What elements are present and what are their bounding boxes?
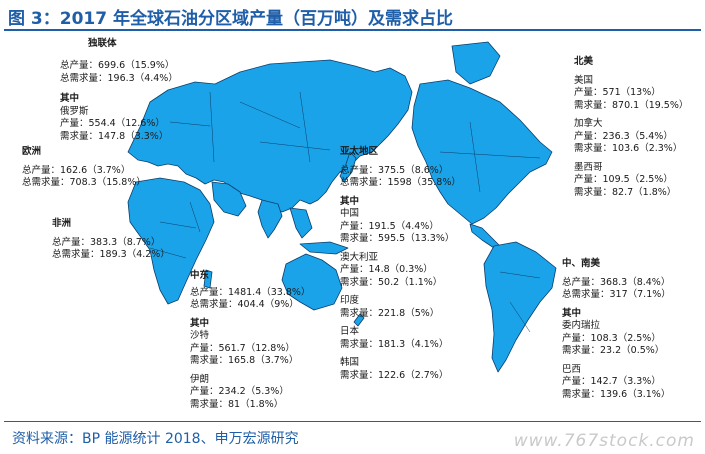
latin-america-total-demand: 总需求量：317（7.1%） (562, 289, 671, 300)
cis-region-label: 独联体 (88, 38, 117, 51)
mideast-sub-heading: 其中 (190, 317, 210, 329)
africa-total-demand: 总需求量：189.3（4.2%） (52, 249, 170, 260)
brazil-demand: 需求量：139.6（3.1%） (562, 388, 671, 400)
india-landmass (257, 199, 283, 239)
latin-america-sub-heading: 其中 (562, 307, 582, 319)
latin-america-name: 中、南美 (562, 258, 601, 269)
australia-production: 产量：14.8（0.3%） (340, 264, 433, 275)
africa-total-production: 总产量：383.3（8.7%） (52, 236, 161, 248)
australia-landmass (281, 253, 343, 311)
india-demand: 需求量：221.8（5%） (340, 307, 440, 319)
asia-pacific-name: 亚太地区 (340, 146, 379, 157)
mideast-name: 中东 (190, 270, 210, 281)
korea-name: 韩国 (340, 357, 360, 368)
china-name: 中国 (340, 208, 360, 219)
venezuela-name: 委内瑞拉 (562, 320, 601, 331)
iran-production: 产量：234.2（5.3%） (190, 386, 289, 397)
figure-title: 图 3：2017 年全球石油分区域产量（百万吨）及需求占比 (8, 9, 453, 29)
latin-america-block: 中、南美 总产量：368.3（8.4%） 总需求量：317（7.1%） 其中 委… (562, 258, 671, 401)
iran-demand: 需求量：81（1.8%） (190, 398, 284, 410)
canada-production: 产量：236.3（5.4%） (574, 130, 673, 142)
europe-block: 欧洲 总产量：162.6（3.7%） 总需求量：708.3（15.8%） (22, 146, 146, 190)
us-demand: 需求量：870.1（19.5%） (574, 99, 689, 111)
europe-name: 欧洲 (22, 146, 42, 157)
mideast-total-demand: 总需求量：404.4（9%） (190, 299, 299, 310)
mexico-name: 墨西哥 (574, 161, 603, 173)
cis-total-production: 总产量：699.6（15.9%） (60, 60, 175, 71)
title-rule (4, 29, 701, 31)
cis-totals: 总产量：699.6（15.9%） 总需求量：196.3（4.4%） (60, 60, 178, 85)
japan-landmass (339, 151, 357, 183)
mexico-demand: 需求量：82.7（1.8%） (574, 186, 677, 198)
japan-name: 日本 (340, 326, 360, 337)
latin-america-total-production: 总产量：368.3（8.4%） (562, 276, 671, 288)
saudi-demand: 需求量：165.8（3.7%） (190, 355, 299, 366)
saudi-name: 沙特 (190, 330, 210, 341)
mexico-production: 产量：109.5（2.5%） (574, 174, 673, 185)
australia-demand: 需求量：50.2（1.1%） (340, 276, 443, 288)
russia-block: 其中 俄罗斯 产量：554.4（12.6%） 需求量：147.8（3.3%） (60, 93, 168, 143)
us-production: 产量：571（13%） (574, 87, 661, 98)
indonesia-landmass (299, 241, 349, 255)
se-asia-landmass (289, 207, 313, 239)
asia-pacific-sub-heading: 其中 (340, 195, 360, 207)
japan-demand: 需求量：181.3（4.1%） (340, 338, 449, 350)
new-zealand-landmass (353, 313, 365, 327)
north-america-name: 北美 (574, 56, 594, 67)
iran-name: 伊朗 (190, 373, 210, 385)
brazil-production: 产量：142.7（3.3%） (562, 376, 661, 387)
central-america-landmass (469, 223, 501, 249)
north-america-block: 北美 美国 产量：571（13%） 需求量：870.1（19.5%） 加拿大 产… (574, 56, 688, 199)
source-rule (4, 421, 701, 422)
africa-name: 非洲 (52, 218, 72, 229)
arabia-landmass (211, 181, 247, 217)
canada-demand: 需求量：103.6（2.3%） (574, 143, 683, 154)
watermark: www.767stock.com (513, 431, 695, 451)
greenland-landmass (451, 41, 501, 85)
russia-demand: 需求量：147.8（3.3%） (60, 130, 169, 142)
eurasia-landmass (127, 59, 413, 213)
europe-total-demand: 总需求量：708.3（15.8%） (22, 177, 146, 188)
asia-pacific-total-production: 总产量：375.5（8.6%） (340, 164, 449, 176)
venezuela-demand: 需求量：23.2（0.5%） (562, 345, 665, 356)
russia-production: 产量：554.4（12.6%） (60, 118, 165, 129)
china-production: 产量：191.5（4.4%） (340, 220, 439, 232)
brazil-name: 巴西 (562, 363, 582, 375)
india-name: 印度 (340, 295, 360, 306)
asia-pacific-block: 亚太地区 总产量：375.5（8.6%） 总需求量：1598（35.8%） 其中… (340, 146, 461, 382)
south-america-landmass (483, 241, 557, 373)
north-america-landmass (411, 79, 553, 225)
cis-total-demand: 总需求量：196.3（4.4%） (60, 72, 178, 84)
korea-demand: 需求量：122.6（2.7%） (340, 369, 449, 381)
source-note: 资料来源：BP 能源统计 2018、申万宏源研究 (12, 431, 299, 447)
asia-pacific-total-demand: 总需求量：1598（35.8%） (340, 177, 461, 188)
world-map (127, 41, 557, 373)
cis-name: 独联体 (88, 38, 117, 49)
russia-name: 俄罗斯 (60, 105, 89, 117)
madagascar-landmass (203, 269, 213, 289)
africa-block: 非洲 总产量：383.3（8.7%） 总需求量：189.3（4.2%） (52, 218, 170, 262)
venezuela-production: 产量：108.3（2.5%） (562, 332, 661, 344)
mideast-block: 中东 总产量：1481.4（33.8%） 总需求量：404.4（9%） 其中 沙… (190, 270, 310, 411)
us-name: 美国 (574, 74, 594, 86)
china-demand: 需求量：595.5（13.3%） (340, 233, 455, 244)
europe-total-production: 总产量：162.6（3.7%） (22, 164, 131, 176)
australia-name: 澳大利亚 (340, 251, 379, 263)
mideast-total-production: 总产量：1481.4（33.8%） (190, 286, 311, 298)
saudi-production: 产量：561.7（12.8%） (190, 342, 295, 354)
cis-sub-heading: 其中 (60, 93, 80, 104)
canada-name: 加拿大 (574, 118, 603, 129)
